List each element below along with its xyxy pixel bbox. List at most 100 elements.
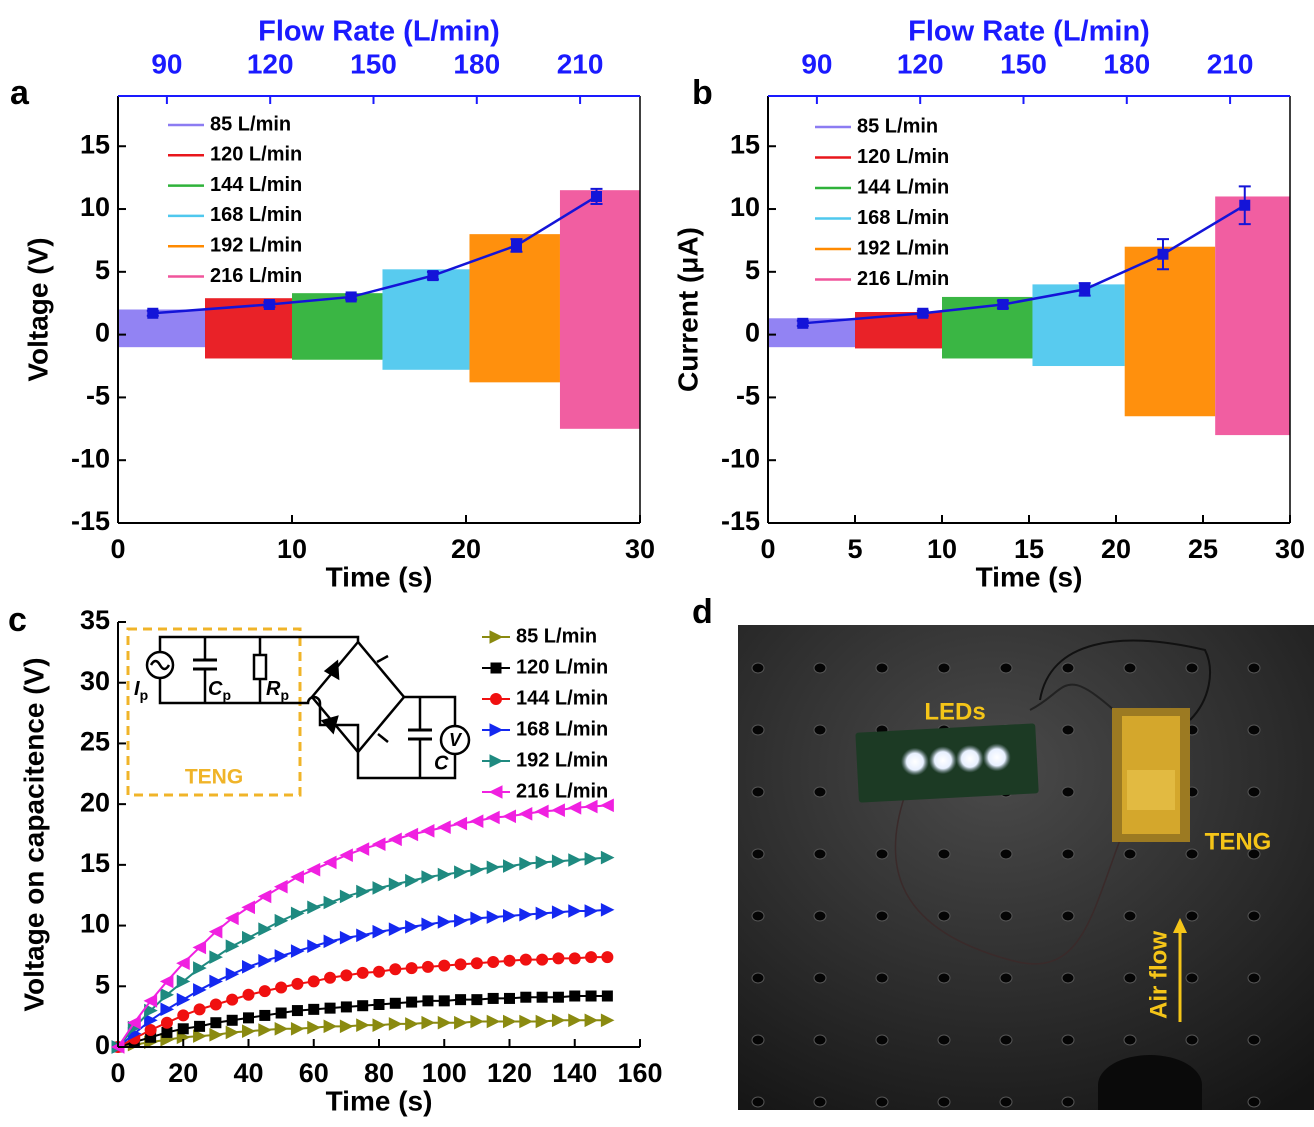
- signal-band: [118, 309, 205, 348]
- marker: [405, 873, 419, 888]
- marker: [535, 804, 549, 819]
- legend-label: 216 L/min: [516, 780, 608, 802]
- x-tick-label: 20: [1101, 534, 1131, 564]
- marker: [209, 998, 222, 1011]
- marker: [551, 905, 566, 920]
- marker: [291, 1005, 303, 1017]
- hole: [1185, 662, 1199, 674]
- marker: [242, 1024, 256, 1039]
- hole: [751, 786, 765, 798]
- mean-marker: [427, 270, 439, 282]
- marker: [307, 900, 321, 915]
- marker: [274, 949, 289, 963]
- hole: [875, 972, 889, 984]
- signal-band: [1215, 196, 1290, 436]
- marker: [274, 913, 289, 928]
- marker: [486, 1014, 501, 1029]
- marker: [144, 1024, 157, 1036]
- x-tick-label: 20: [168, 1058, 198, 1088]
- marker: [322, 855, 337, 870]
- wire: [894, 794, 1121, 965]
- marker: [372, 881, 387, 895]
- marker: [291, 977, 304, 990]
- hole: [813, 972, 827, 984]
- legend-label: 144 L/min: [210, 174, 302, 196]
- marker: [194, 1020, 206, 1032]
- hole: [1185, 972, 1199, 984]
- marker: [192, 940, 207, 955]
- marker: [372, 1018, 387, 1032]
- marker: [340, 969, 353, 982]
- hole: [1247, 1096, 1261, 1108]
- hole: [937, 972, 951, 984]
- marker: [339, 930, 354, 945]
- y-tick-label: 5: [745, 255, 760, 285]
- wire: [1029, 683, 1126, 721]
- marker: [209, 974, 223, 989]
- legend-label: 120 L/min: [857, 146, 949, 168]
- legend-label: 192 L/min: [857, 237, 949, 259]
- hole: [1061, 1096, 1075, 1108]
- x-tick-label: 30: [625, 534, 655, 564]
- marker: [225, 911, 239, 926]
- marker: [421, 917, 436, 932]
- marker: [454, 1015, 468, 1030]
- marker: [160, 987, 175, 1002]
- hole: [999, 1034, 1013, 1046]
- marker: [161, 1026, 173, 1038]
- legend-label: 168 L/min: [516, 718, 608, 740]
- marker: [518, 807, 533, 821]
- marker: [551, 803, 565, 818]
- marker: [551, 1013, 566, 1028]
- marker: [225, 967, 240, 981]
- marker: [503, 909, 517, 923]
- wire: [158, 678, 300, 705]
- x2-tick-label: 120: [897, 48, 944, 79]
- marker: [437, 820, 451, 835]
- legend-marker: [489, 754, 504, 768]
- label: C: [208, 678, 223, 700]
- hole: [751, 1096, 765, 1108]
- signal-band: [1032, 284, 1125, 367]
- marker: [176, 974, 191, 989]
- photo-label: Air flow: [1145, 931, 1172, 1019]
- marker: [193, 1029, 207, 1043]
- marker: [339, 848, 353, 862]
- hole: [1123, 848, 1137, 860]
- marker: [453, 816, 468, 831]
- y-tick-label: 5: [95, 255, 110, 285]
- hole: [875, 662, 889, 674]
- marker: [569, 990, 581, 1002]
- y-tick-label: 0: [745, 318, 760, 348]
- photo-label: TENG: [1205, 828, 1272, 855]
- x-tick-label: 140: [552, 1058, 597, 1088]
- marker: [259, 1009, 271, 1021]
- y-tick-label: 30: [80, 666, 110, 696]
- marker: [242, 960, 256, 974]
- resistor: [252, 653, 268, 681]
- marker: [454, 958, 467, 971]
- hole: [875, 1096, 889, 1108]
- marker: [420, 824, 435, 838]
- x-tick-label: 5: [847, 534, 862, 564]
- marker: [144, 1013, 158, 1028]
- y-tick-label: 15: [80, 848, 110, 878]
- marker: [600, 1013, 615, 1028]
- hole: [999, 662, 1013, 674]
- marker: [373, 999, 385, 1010]
- hole: [1185, 910, 1199, 922]
- marker: [584, 851, 599, 866]
- marker: [503, 954, 516, 967]
- marker: [469, 814, 484, 828]
- subscript: p: [222, 687, 231, 703]
- hole: [999, 1096, 1013, 1108]
- diode: [323, 659, 340, 681]
- marker: [583, 799, 598, 814]
- x-tick-label: 100: [422, 1058, 467, 1088]
- hole: [751, 972, 765, 984]
- y-axis-title: Voltage on capacitence (V): [18, 657, 49, 1011]
- y-tick-label: 15: [730, 129, 760, 159]
- marker: [405, 919, 419, 934]
